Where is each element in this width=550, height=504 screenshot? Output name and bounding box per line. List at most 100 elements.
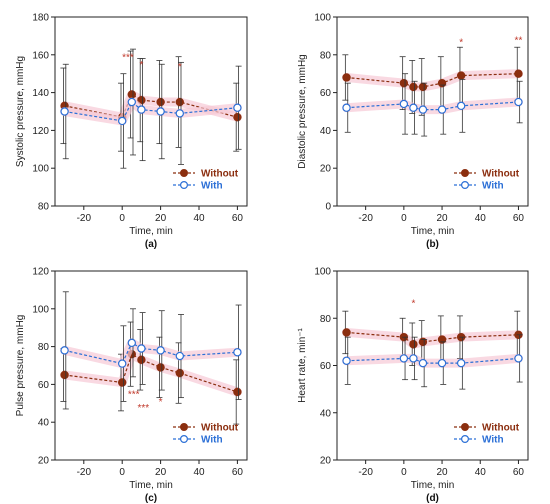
significance-marker: *** xyxy=(128,390,140,401)
data-point xyxy=(418,337,428,347)
data-point xyxy=(456,358,466,368)
significance-marker: *** xyxy=(137,403,149,414)
x-axis-label: Time, min xyxy=(411,226,455,237)
x-tick-label: 0 xyxy=(119,213,125,224)
data-point xyxy=(342,103,351,112)
x-axis-label: Time, min xyxy=(411,480,455,491)
x-tick-label: 0 xyxy=(119,467,125,478)
significance-marker: * xyxy=(159,397,163,408)
data-point xyxy=(399,99,409,109)
data-point xyxy=(175,97,184,107)
data-point xyxy=(409,103,418,112)
y-tick-label: 20 xyxy=(38,456,50,467)
data-point xyxy=(156,363,165,372)
data-point xyxy=(175,109,184,118)
y-tick-label: 100 xyxy=(314,267,331,278)
x-tick-label: 40 xyxy=(475,467,487,478)
y-axis-label: Pulse pressure, mmHg xyxy=(15,315,26,417)
legend-label: With xyxy=(482,181,504,192)
data-point xyxy=(233,103,242,112)
y-tick-label: 140 xyxy=(32,88,49,99)
legend-marker xyxy=(180,435,189,444)
legend-label: With xyxy=(201,435,223,446)
y-tick-label: 180 xyxy=(32,13,49,24)
data-point xyxy=(127,97,136,107)
plot-frame xyxy=(54,16,248,207)
data-point xyxy=(175,368,184,378)
panel-3: 20 40 60 80 100 120 -20 0 20 40 60 Time, min Pulse p… xyxy=(15,267,248,504)
y-tick-label: 80 xyxy=(320,314,332,325)
legend-label: Without xyxy=(482,169,520,180)
y-tick-label: 60 xyxy=(38,380,50,391)
series-without xyxy=(342,46,523,116)
data-point xyxy=(418,358,428,368)
panel-tag: (d) xyxy=(426,493,439,504)
significance-marker: *** xyxy=(122,52,134,63)
y-tick-label: 40 xyxy=(320,126,332,137)
x-tick-label: 40 xyxy=(475,213,487,224)
legend-marker xyxy=(461,435,470,444)
x-tick-label: -20 xyxy=(358,213,373,224)
y-axis-label: Heart rate, min⁻¹ xyxy=(297,327,308,402)
data-point xyxy=(342,73,351,82)
x-tick-label: 60 xyxy=(232,467,244,478)
legend-marker xyxy=(180,423,189,432)
data-point xyxy=(233,112,242,122)
significance-marker: * xyxy=(178,62,182,73)
legend-label: Without xyxy=(201,169,239,180)
x-tick-label: 0 xyxy=(401,213,407,224)
significance-marker: * xyxy=(139,60,143,71)
series-without xyxy=(60,50,242,152)
y-tick-label: 80 xyxy=(38,342,50,353)
panel-tag: (a) xyxy=(145,239,157,250)
x-tick-label: 60 xyxy=(513,467,525,478)
data-point xyxy=(127,90,136,99)
legend-label: Without xyxy=(201,423,239,434)
y-tick-label: 60 xyxy=(320,361,332,372)
y-tick-label: 100 xyxy=(32,164,49,175)
y-tick-label: 60 xyxy=(320,88,332,99)
data-point xyxy=(409,354,418,363)
data-point xyxy=(418,105,428,114)
y-tick-label: 120 xyxy=(32,267,49,278)
data-point xyxy=(418,82,428,92)
data-point xyxy=(233,348,242,357)
legend-marker xyxy=(461,423,470,432)
series-with xyxy=(342,334,523,390)
x-tick-label: -20 xyxy=(77,213,92,224)
x-tick-label: 60 xyxy=(232,213,244,224)
data-point xyxy=(409,82,418,92)
plot-frame xyxy=(54,270,248,461)
x-axis-label: Time, min xyxy=(129,480,173,491)
y-tick-label: 20 xyxy=(320,164,332,175)
y-axis-label: Diastolic pressure, mmHg xyxy=(297,54,308,168)
significance-marker: ** xyxy=(515,35,523,46)
data-point xyxy=(127,338,136,348)
data-point xyxy=(117,378,127,387)
legend-marker xyxy=(180,181,189,190)
data-point xyxy=(342,328,351,337)
data-point xyxy=(437,335,447,344)
data-point xyxy=(409,340,418,349)
series-without xyxy=(60,321,242,425)
legend-label: With xyxy=(482,435,504,446)
data-point xyxy=(233,387,242,397)
data-point xyxy=(137,355,146,365)
y-tick-label: 160 xyxy=(32,50,49,61)
y-tick-label: 100 xyxy=(32,304,49,315)
x-tick-label: 20 xyxy=(155,467,167,478)
x-tick-label: 40 xyxy=(193,213,205,224)
data-point xyxy=(437,358,447,368)
data-point xyxy=(137,105,146,114)
y-tick-label: 80 xyxy=(320,50,332,61)
data-point xyxy=(514,69,523,78)
x-tick-label: -20 xyxy=(358,467,373,478)
plot-frame xyxy=(336,16,529,207)
legend-marker xyxy=(180,169,189,178)
x-tick-label: 60 xyxy=(513,213,525,224)
data-point xyxy=(117,359,127,368)
data-point xyxy=(514,97,523,107)
